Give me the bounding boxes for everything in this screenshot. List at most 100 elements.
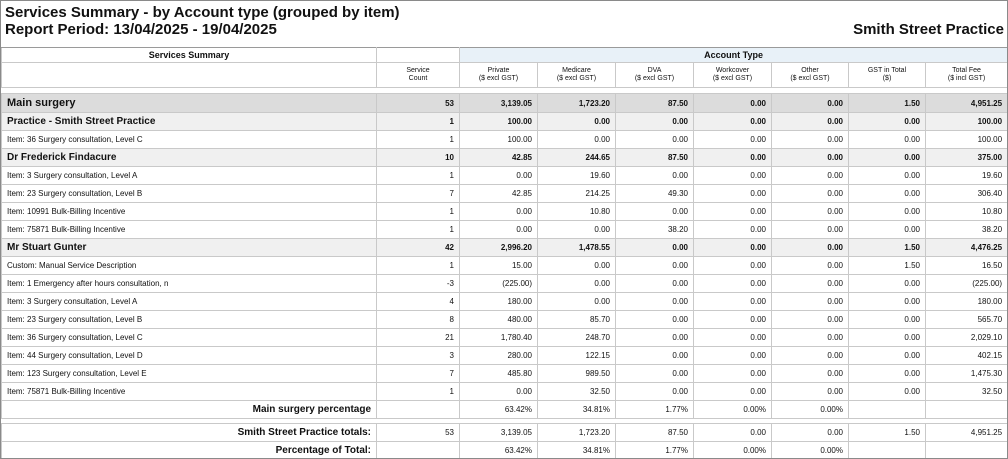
- item-row: Item: 3 Surgery consultation, Level A 1 0.…: [1, 166, 1007, 185]
- row-value: 4,476.25: [924, 238, 1007, 257]
- group-row: Main surgery 53 3,139.05 1,723.20 87.50 0.00 0…: [1, 93, 1007, 113]
- row-value: 0.00: [771, 274, 849, 293]
- row-value: 100.00: [459, 112, 538, 131]
- row-value: 1.77%: [615, 400, 694, 419]
- row-value: 0.00%: [693, 441, 772, 458]
- row-value: 0.00: [459, 202, 538, 221]
- row-label: Item: 36 Surgery consultation, Level C: [1, 130, 377, 149]
- row-value: 0.00: [771, 292, 849, 311]
- row-value: [848, 400, 926, 419]
- item-row: Item: 75871 Bulk-Billing Incentive 1 0.00 0…: [1, 220, 1007, 239]
- row-value: 0.00: [771, 310, 849, 329]
- row-value: 0.00: [615, 166, 694, 185]
- row-value: 0.00: [848, 328, 926, 347]
- row-label: Main surgery: [1, 93, 377, 113]
- row-value: 1: [376, 112, 460, 131]
- row-value: 0.00: [771, 130, 849, 149]
- row-value: 32.50: [537, 382, 616, 401]
- row-value: 244.65: [537, 148, 616, 167]
- row-value: 0.00: [537, 130, 616, 149]
- row-value: 0.00: [771, 220, 849, 239]
- row-label: Item: 23 Surgery consultation, Level B: [1, 310, 377, 329]
- row-value: 3: [376, 346, 460, 365]
- row-label: Item: 44 Surgery consultation, Level D: [1, 346, 377, 365]
- col-service-count: Service Count: [376, 62, 460, 88]
- row-value: 38.20: [615, 220, 694, 239]
- account-type-header: Account Type: [458, 47, 1007, 63]
- row-value: 0.00: [693, 328, 772, 347]
- row-value: 1: [376, 382, 460, 401]
- row-value: 0.00: [771, 238, 849, 257]
- row-value: 0.00: [848, 220, 926, 239]
- row-value: 0.00: [771, 148, 849, 167]
- row-value: 0.00: [615, 202, 694, 221]
- row-value: 10.80: [537, 202, 616, 221]
- row-value: 87.50: [615, 423, 694, 442]
- row-value: 1: [376, 166, 460, 185]
- row-value: 42.85: [459, 148, 538, 167]
- row-value: 0.00: [771, 166, 849, 185]
- row-value: 0.00: [615, 238, 694, 257]
- provider-row: Practice - Smith Street Practice 1 100.00 0…: [1, 112, 1007, 131]
- services-summary-header: Services Summary: [1, 47, 377, 63]
- row-value: 0.00: [848, 382, 926, 401]
- row-value: 1.77%: [615, 441, 694, 458]
- row-value: 0.00: [693, 148, 772, 167]
- row-value: 2,996.20: [459, 238, 538, 257]
- row-value: 0.00: [693, 220, 772, 239]
- row-value: 0.00: [459, 382, 538, 401]
- row-value: 0.00: [537, 112, 616, 131]
- row-value: 0.00: [848, 112, 926, 131]
- row-label: Mr Stuart Gunter: [1, 238, 377, 257]
- row-value: 485.80: [459, 364, 538, 383]
- totals-row: Smith Street Practice totals: 53 3,139.05 1…: [1, 423, 1007, 442]
- column-header-row: Service Count Private ($ excl GST) Medicar…: [1, 62, 1007, 88]
- row-value: 63.42%: [459, 400, 538, 419]
- row-value: 0.00: [537, 220, 616, 239]
- row-value: 0.00: [771, 184, 849, 203]
- report-title: Services Summary - by Account type (grou…: [5, 4, 400, 21]
- row-value: 0.00: [848, 364, 926, 383]
- row-value: 0.00: [771, 328, 849, 347]
- row-value: 34.81%: [537, 441, 616, 458]
- row-value: 0.00: [615, 292, 694, 311]
- row-value: 34.81%: [537, 400, 616, 419]
- row-value: 0.00: [693, 184, 772, 203]
- row-value: 4,951.25: [924, 93, 1007, 113]
- row-value: 1: [376, 130, 460, 149]
- row-label: Item: 3 Surgery consultation, Level A: [1, 166, 377, 185]
- row-value: 0.00: [693, 112, 772, 131]
- row-value: 0.00: [693, 93, 772, 113]
- row-value: 100.00: [924, 112, 1007, 131]
- row-value: [924, 400, 1007, 419]
- row-value: 1: [376, 220, 460, 239]
- row-value: [924, 441, 1007, 458]
- row-value: 0.00: [771, 93, 849, 113]
- row-value: 3,139.05: [459, 423, 538, 442]
- row-value: 180.00: [924, 292, 1007, 311]
- row-value: 4,951.25: [924, 423, 1007, 442]
- percentage-row: Main surgery percentage 63.42% 34.81% 1.77%…: [1, 400, 1007, 419]
- row-value: 1.50: [848, 423, 926, 442]
- percent-total-row: Percentage of Total: 63.42% 34.81% 1.77% 0.0…: [1, 441, 1007, 458]
- item-row: Item: 75871 Bulk-Billing Incentive 1 0.00 3…: [1, 382, 1007, 401]
- row-value: 2,029.10: [924, 328, 1007, 347]
- group-header-row: Services Summary Account Type: [1, 47, 1007, 63]
- row-value: 0.00: [459, 166, 538, 185]
- col-workcover: Workcover ($ excl GST): [693, 62, 772, 88]
- row-value: 38.20: [924, 220, 1007, 239]
- row-value: 8: [376, 310, 460, 329]
- row-value: 7: [376, 364, 460, 383]
- row-value: 0.00: [771, 256, 849, 275]
- row-value: 0.00%: [771, 400, 849, 419]
- row-label: Item: 10991 Bulk-Billing Incentive: [1, 202, 377, 221]
- row-value: 0.00: [693, 166, 772, 185]
- row-value: 42.85: [459, 184, 538, 203]
- row-value: 0.00: [615, 274, 694, 293]
- row-value: [376, 400, 460, 419]
- row-value: 0.00: [693, 382, 772, 401]
- row-value: 0.00: [615, 310, 694, 329]
